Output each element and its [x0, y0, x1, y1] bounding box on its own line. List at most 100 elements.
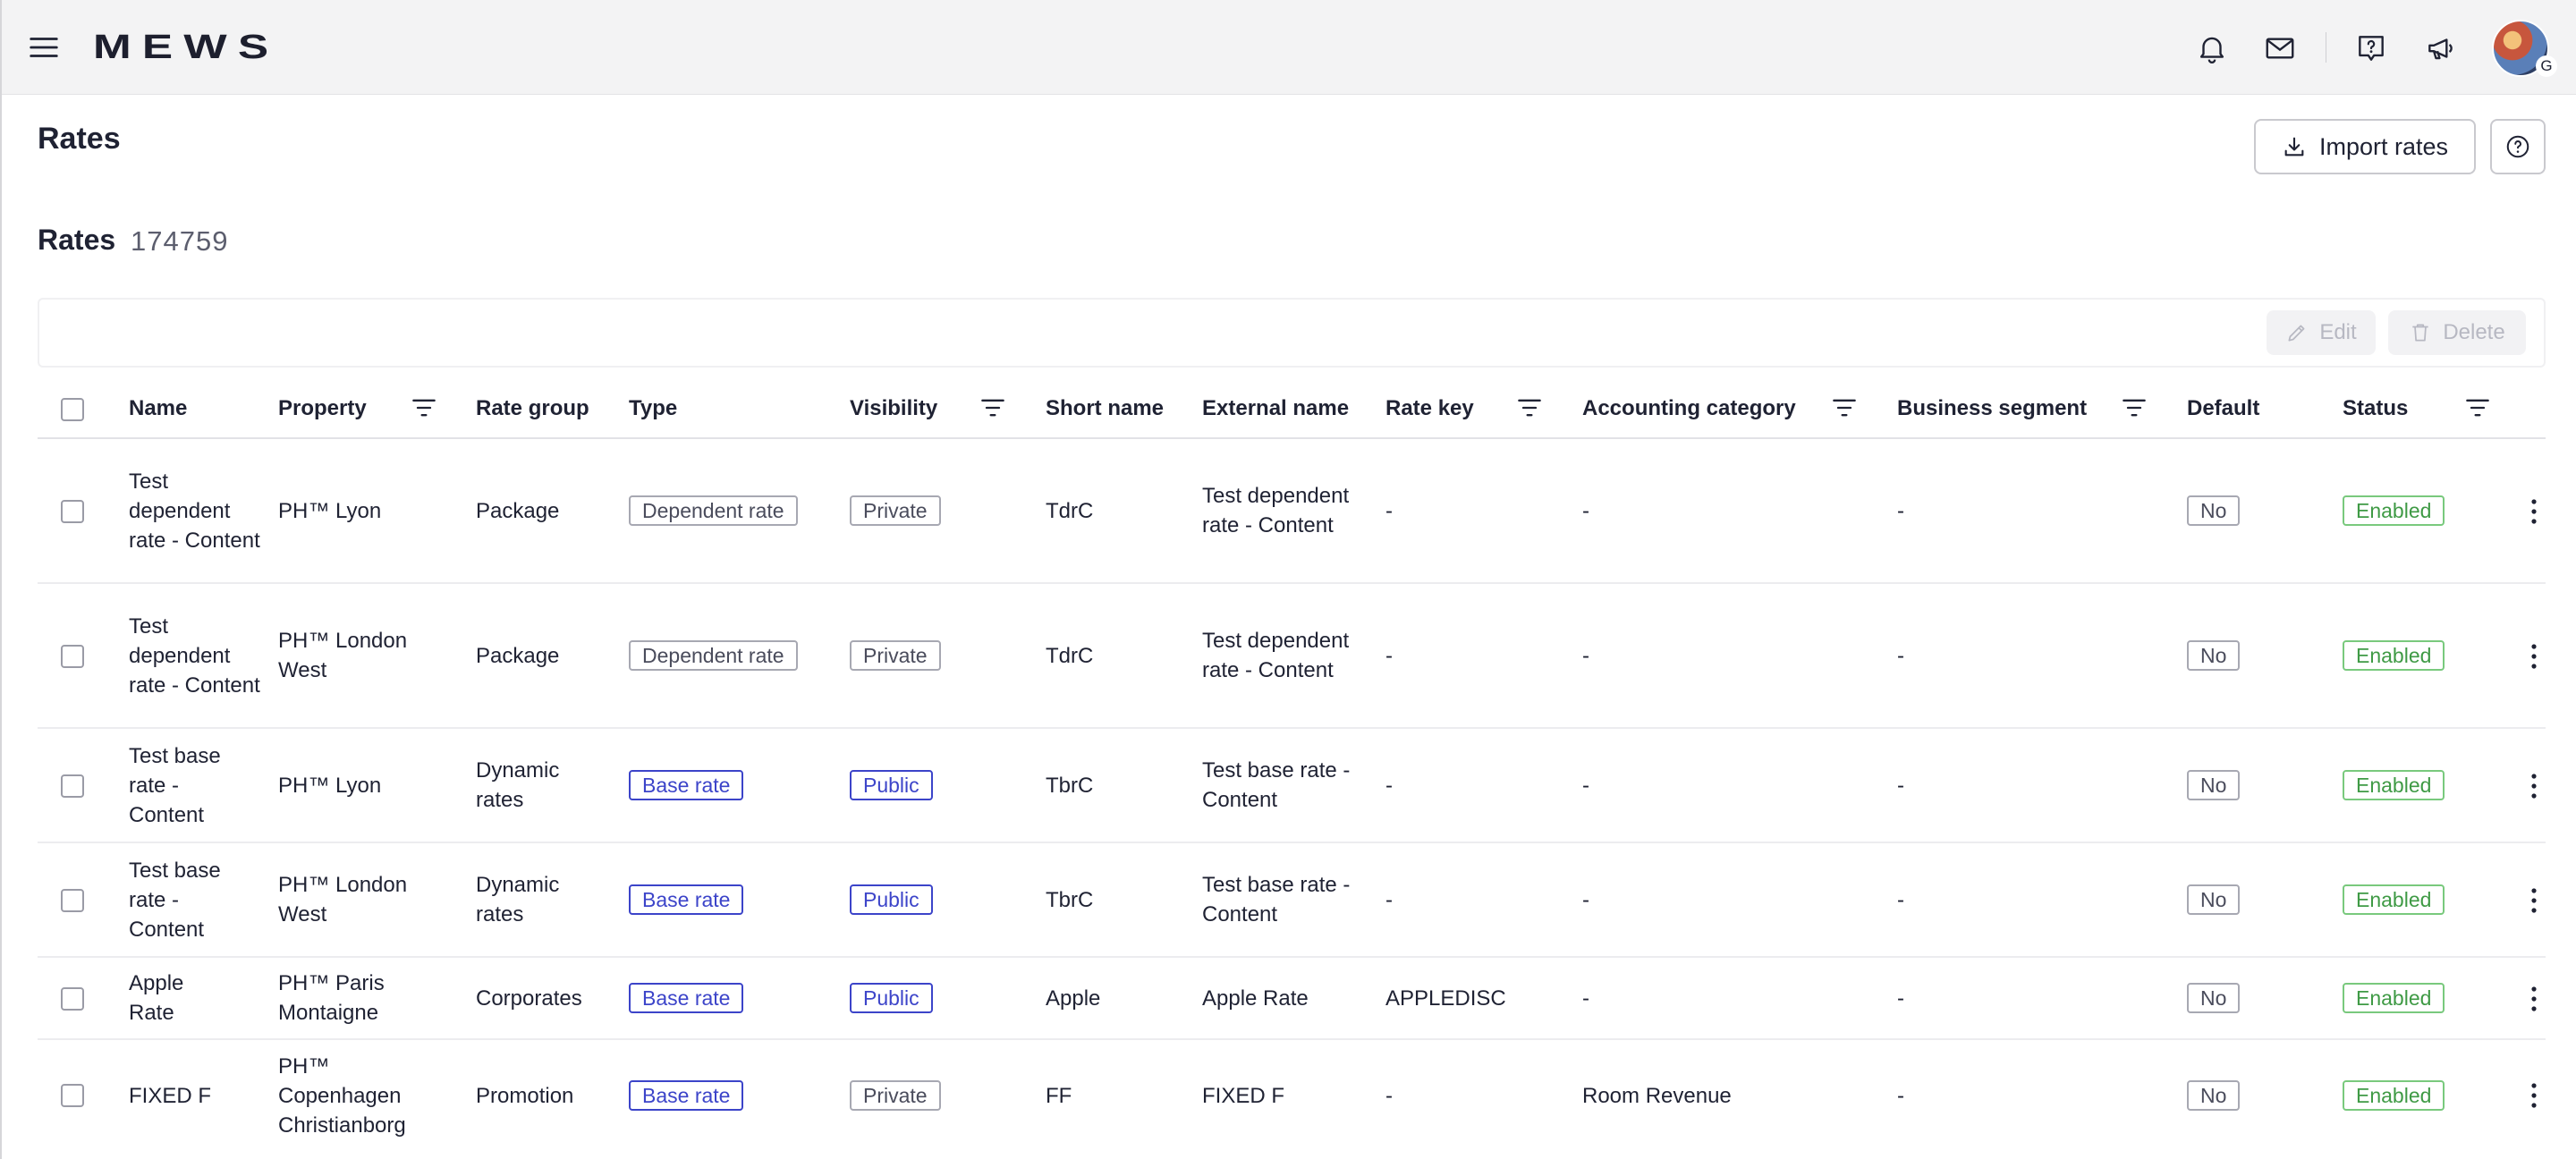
type-tag: Base rate: [629, 1080, 744, 1111]
header-short-name[interactable]: Short name: [1046, 396, 1165, 420]
row-checkbox[interactable]: [61, 987, 84, 1011]
cell-external-name: Test base rate - Content: [1202, 758, 1351, 812]
cell-name[interactable]: Test dependent rate - Content: [129, 613, 260, 698]
default-badge: No: [2187, 640, 2241, 671]
header-name[interactable]: Name: [129, 396, 188, 420]
cell-business-segment: -: [1897, 1083, 1904, 1108]
cell-accounting-category: -: [1582, 498, 1589, 523]
cell-name[interactable]: Test base rate - Content: [129, 858, 221, 942]
kebab-icon[interactable]: [2522, 1078, 2546, 1113]
cell-name[interactable]: Test base rate - Content: [129, 743, 221, 827]
type-tag: Base rate: [629, 884, 744, 915]
question-icon: [2506, 135, 2529, 158]
header-business-segment[interactable]: Business segment: [1897, 396, 2088, 420]
import-rates-button[interactable]: Import rates: [2254, 119, 2476, 174]
cell-business-segment: -: [1897, 887, 1904, 912]
cell-accounting-category: -: [1582, 887, 1589, 912]
kebab-icon[interactable]: [2522, 883, 2546, 918]
filter-icon[interactable]: [1832, 396, 1857, 419]
cell-rate-group: Package: [476, 643, 560, 668]
header-rate-group[interactable]: Rate group: [476, 396, 589, 420]
table-row[interactable]: FIXED F PH™ Copenhagen Christianborg Pro…: [38, 1040, 2546, 1151]
cell-property: PH™ Lyon: [278, 498, 382, 523]
cell-business-segment: -: [1897, 498, 1904, 523]
page-help-button[interactable]: [2490, 119, 2546, 174]
menu-icon[interactable]: [25, 29, 63, 66]
table-row[interactable]: Test base rate - Content PH™ Lyon Dynami…: [38, 729, 2546, 843]
type-tag: Dependent rate: [629, 495, 798, 526]
table-row[interactable]: Test dependent rate - Content PH™ Lyon P…: [38, 439, 2546, 584]
cell-name[interactable]: Apple Rate: [129, 971, 184, 1025]
filter-icon[interactable]: [2122, 396, 2147, 419]
cell-accounting-category: Room Revenue: [1582, 1083, 1732, 1108]
edit-button[interactable]: Edit: [2267, 310, 2376, 355]
type-tag: Dependent rate: [629, 640, 798, 671]
header-status[interactable]: Status: [2343, 396, 2409, 420]
header-rate-key[interactable]: Rate key: [1385, 396, 1474, 420]
type-tag: Base rate: [629, 770, 744, 800]
status-badge: Enabled: [2343, 1080, 2445, 1111]
status-badge: Enabled: [2343, 495, 2445, 526]
header-external-name[interactable]: External name: [1202, 396, 1350, 420]
cell-accounting-category: -: [1582, 986, 1589, 1011]
filter-icon[interactable]: [411, 396, 436, 419]
cell-rate-group: Dynamic rates: [476, 873, 560, 926]
delete-button[interactable]: Delete: [2388, 310, 2526, 355]
filter-icon[interactable]: [1517, 396, 1542, 419]
filter-icon[interactable]: [980, 396, 1005, 419]
visibility-tag: Private: [850, 640, 941, 671]
cell-short-name: FF: [1046, 1083, 1072, 1108]
visibility-tag: Private: [850, 495, 941, 526]
table-row[interactable]: Test dependent rate - Content PH™ London…: [38, 584, 2546, 729]
cell-short-name: TbrC: [1046, 773, 1094, 798]
cell-external-name: Test dependent rate - Content: [1202, 484, 1350, 537]
row-checkbox[interactable]: [61, 774, 84, 798]
cell-property: PH™ London West: [278, 629, 408, 682]
cell-name[interactable]: FIXED F: [129, 1083, 212, 1108]
announce-icon[interactable]: [2422, 30, 2460, 67]
filter-icon[interactable]: [2465, 396, 2490, 419]
page-title: Rates: [38, 122, 121, 156]
table-row[interactable]: Test base rate - Content PH™ London West…: [38, 843, 2546, 958]
cell-property: PH™ London West: [278, 873, 408, 926]
logo[interactable]: MEWS: [93, 29, 280, 66]
row-checkbox[interactable]: [61, 889, 84, 912]
action-bar: Edit Delete: [38, 298, 2546, 368]
header-accounting-category[interactable]: Accounting category: [1582, 396, 1796, 420]
row-checkbox[interactable]: [61, 645, 84, 668]
cell-short-name: TbrC: [1046, 887, 1094, 912]
header-visibility[interactable]: Visibility: [850, 396, 938, 420]
cell-short-name: TdrC: [1046, 643, 1094, 668]
header-default[interactable]: Default: [2187, 396, 2260, 420]
cell-property: PH™ Copenhagen Christianborg: [278, 1053, 406, 1138]
table-row[interactable]: Apple Rate PH™ Paris Montaigne Corporate…: [38, 958, 2546, 1040]
cell-property: PH™ Lyon: [278, 773, 382, 798]
trash-icon: [2412, 324, 2428, 342]
top-bar: MEWS G: [2, 0, 2576, 95]
rates-table: Name Property Rate group Type Visibility…: [38, 380, 2546, 1151]
cell-accounting-category: -: [1582, 773, 1589, 798]
header-type[interactable]: Type: [629, 396, 678, 420]
status-badge: Enabled: [2343, 884, 2445, 915]
kebab-icon[interactable]: [2522, 981, 2546, 1017]
cell-name[interactable]: Test dependent rate - Content: [129, 469, 260, 553]
help-icon[interactable]: [2352, 30, 2390, 67]
default-badge: No: [2187, 495, 2241, 526]
cell-accounting-category: -: [1582, 643, 1589, 668]
edit-label: Edit: [2319, 320, 2357, 344]
default-badge: No: [2187, 884, 2241, 915]
visibility-tag: Public: [850, 983, 933, 1013]
cell-rate-key: -: [1385, 1083, 1393, 1108]
mail-icon[interactable]: [2261, 30, 2299, 67]
select-all-checkbox[interactable]: [61, 398, 84, 421]
cell-business-segment: -: [1897, 773, 1904, 798]
kebab-icon[interactable]: [2522, 639, 2546, 674]
row-checkbox[interactable]: [61, 500, 84, 523]
cell-external-name: Test base rate - Content: [1202, 873, 1351, 926]
bell-icon[interactable]: [2193, 30, 2231, 67]
row-checkbox[interactable]: [61, 1084, 84, 1107]
kebab-icon[interactable]: [2522, 494, 2546, 529]
header-property[interactable]: Property: [278, 396, 367, 420]
kebab-icon[interactable]: [2522, 768, 2546, 804]
